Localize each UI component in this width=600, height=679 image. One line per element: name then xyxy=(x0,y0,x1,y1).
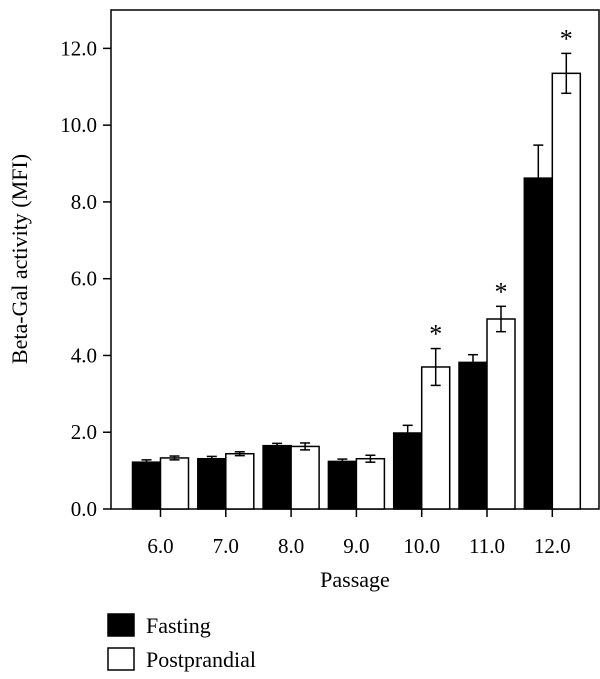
bar-fasting xyxy=(523,177,554,510)
y-axis-title: Beta-Gal activity (MFI) xyxy=(7,154,32,364)
x-tick-label: 9.0 xyxy=(343,534,369,558)
bar-postprandial xyxy=(225,452,255,510)
bar-fasting xyxy=(327,460,358,510)
x-axis-ticks: 6.0 7.0 8.0 9.0 10.0 11.0 12.0 xyxy=(147,509,571,558)
bar-fasting xyxy=(131,461,162,510)
legend-label-fasting: Fasting xyxy=(146,613,211,638)
bar-postprandial xyxy=(290,445,320,510)
bar-postprandial xyxy=(355,457,386,510)
y-tick-label: 10.0 xyxy=(60,113,97,137)
y-tick-label: 2.0 xyxy=(71,420,97,444)
x-axis-title: Passage xyxy=(320,567,390,592)
bar-postprandial xyxy=(159,457,190,510)
y-tick-label: 0.0 xyxy=(71,497,97,521)
bar-postprandial xyxy=(486,318,516,510)
plot-area: * * * xyxy=(110,9,600,510)
y-tick-label: 6.0 xyxy=(71,267,97,291)
y-tick-label: 12.0 xyxy=(60,36,97,60)
bar-fasting xyxy=(392,432,423,510)
bar-fasting xyxy=(197,457,227,510)
x-tick-label: 7.0 xyxy=(213,534,239,558)
x-tick-label: 10.0 xyxy=(403,534,440,558)
x-tick-label: 11.0 xyxy=(469,534,505,558)
significance-marker: * xyxy=(495,277,508,306)
legend: Fasting Postprandial xyxy=(107,613,256,672)
significance-marker: * xyxy=(429,320,442,349)
bar-fasting xyxy=(262,444,292,510)
legend-label-postprandial: Postprandial xyxy=(146,647,256,672)
x-tick-label: 6.0 xyxy=(147,534,173,558)
bar-postprandial xyxy=(551,72,582,510)
bar-postprandial xyxy=(420,366,451,510)
significance-marker: * xyxy=(560,24,573,53)
legend-swatch-postprandial xyxy=(107,647,135,671)
x-tick-label: 8.0 xyxy=(278,534,304,558)
y-tick-label: 4.0 xyxy=(71,343,97,367)
y-axis-ticks: 0.0 2.0 4.0 6.0 8.0 10.0 12.0 xyxy=(60,36,111,521)
x-tick-label: 12.0 xyxy=(534,534,571,558)
legend-swatch-fasting xyxy=(107,613,135,637)
bar-fasting xyxy=(458,361,488,510)
y-tick-label: 8.0 xyxy=(71,190,97,214)
